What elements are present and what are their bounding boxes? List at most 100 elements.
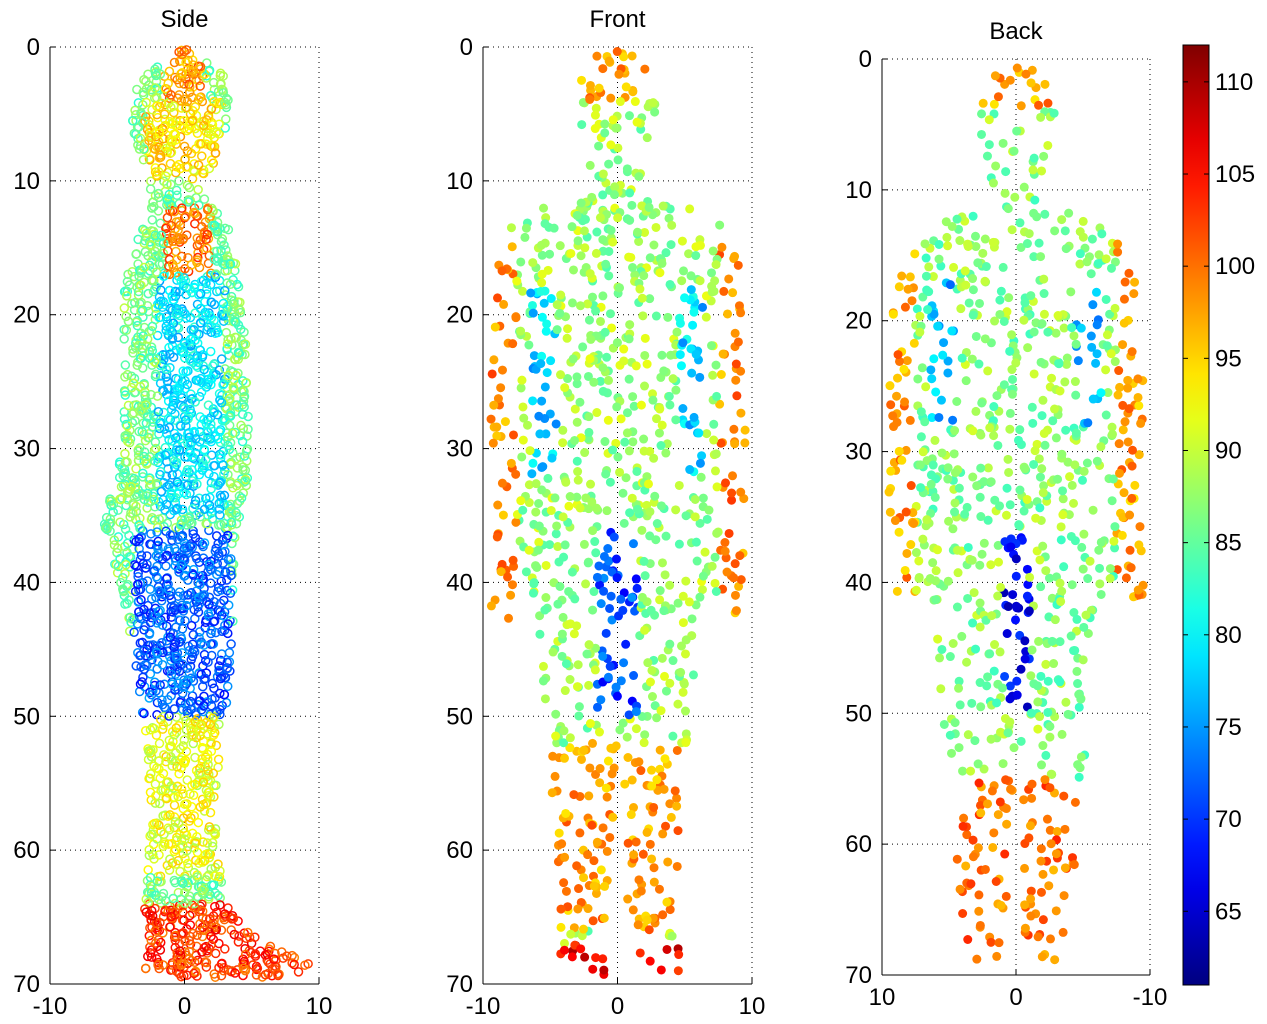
data-point bbox=[541, 560, 551, 570]
data-point bbox=[1106, 263, 1116, 273]
data-point bbox=[174, 176, 184, 186]
data-point bbox=[1011, 615, 1021, 625]
data-point bbox=[627, 493, 637, 503]
data-point bbox=[183, 197, 194, 207]
data-point bbox=[637, 525, 647, 535]
data-point bbox=[906, 540, 916, 550]
data-point bbox=[664, 213, 674, 223]
data-point bbox=[190, 966, 201, 977]
data-point bbox=[620, 779, 630, 789]
data-point bbox=[1061, 697, 1071, 707]
data-point bbox=[911, 585, 921, 595]
data-point bbox=[586, 334, 596, 344]
data-point bbox=[950, 498, 960, 508]
data-point bbox=[522, 420, 532, 430]
data-point bbox=[518, 286, 528, 296]
data-point bbox=[540, 382, 550, 392]
data-point bbox=[155, 378, 166, 389]
colorbar-tick-label: 105 bbox=[1215, 161, 1255, 188]
data-point bbox=[248, 960, 258, 970]
data-point bbox=[698, 302, 708, 312]
data-point bbox=[537, 278, 547, 288]
data-point bbox=[185, 439, 195, 449]
data-point bbox=[648, 395, 658, 405]
data-point bbox=[559, 552, 569, 562]
data-point bbox=[182, 705, 192, 716]
data-point bbox=[205, 559, 215, 570]
data-point bbox=[649, 877, 659, 887]
data-point bbox=[188, 325, 199, 335]
x-tick-label: 0 bbox=[1009, 984, 1022, 1011]
data-point bbox=[1045, 721, 1055, 731]
data-point bbox=[1056, 535, 1066, 545]
data-point bbox=[196, 881, 207, 891]
data-point bbox=[591, 503, 601, 513]
data-point bbox=[964, 298, 974, 308]
data-point bbox=[155, 69, 166, 79]
data-point bbox=[155, 418, 165, 429]
data-point bbox=[106, 500, 117, 511]
data-point bbox=[171, 445, 182, 455]
data-point bbox=[166, 911, 176, 922]
data-point bbox=[145, 923, 155, 933]
data-point bbox=[207, 694, 217, 704]
data-point bbox=[194, 376, 204, 386]
data-point bbox=[594, 727, 604, 737]
data-point bbox=[963, 542, 973, 552]
data-point bbox=[572, 456, 582, 466]
data-point bbox=[1010, 192, 1020, 202]
data-point bbox=[540, 694, 550, 704]
data-point bbox=[217, 309, 227, 320]
data-point bbox=[156, 486, 167, 497]
data-point bbox=[160, 350, 171, 360]
data-point bbox=[214, 119, 224, 129]
data-point bbox=[983, 799, 993, 809]
colorbar-tick-label: 75 bbox=[1215, 714, 1242, 741]
data-point bbox=[591, 548, 601, 558]
data-point bbox=[190, 335, 200, 346]
data-point bbox=[1020, 464, 1030, 474]
data-point bbox=[211, 780, 221, 791]
data-point bbox=[135, 133, 146, 144]
data-point bbox=[657, 653, 667, 663]
data-point bbox=[189, 811, 200, 821]
data-point bbox=[1059, 562, 1069, 572]
data-point bbox=[736, 487, 746, 497]
data-point bbox=[153, 188, 164, 199]
data-point bbox=[601, 469, 611, 479]
data-point bbox=[640, 381, 650, 391]
data-point bbox=[226, 565, 237, 575]
data-point bbox=[222, 657, 232, 668]
data-point bbox=[938, 350, 948, 360]
data-point bbox=[131, 249, 142, 259]
data-point bbox=[524, 480, 534, 490]
data-point bbox=[222, 344, 232, 355]
data-point bbox=[520, 232, 530, 242]
data-point bbox=[180, 154, 190, 164]
data-point bbox=[668, 374, 678, 384]
data-point bbox=[577, 754, 587, 764]
data-point bbox=[1101, 254, 1111, 264]
data-point bbox=[952, 545, 962, 555]
data-point bbox=[1002, 819, 1012, 829]
data-point bbox=[884, 487, 894, 497]
data-point bbox=[999, 316, 1009, 326]
data-point bbox=[204, 500, 215, 510]
data-point bbox=[966, 766, 976, 776]
data-point bbox=[975, 560, 985, 570]
data-point bbox=[227, 428, 238, 439]
y-tick-label: 30 bbox=[446, 436, 473, 463]
data-point bbox=[613, 155, 623, 165]
data-point bbox=[490, 322, 500, 332]
data-point bbox=[634, 757, 644, 767]
data-point bbox=[205, 279, 216, 290]
data-point bbox=[666, 812, 676, 822]
data-point bbox=[590, 537, 600, 547]
data-point bbox=[187, 115, 198, 126]
data-point bbox=[517, 452, 527, 462]
data-point bbox=[900, 397, 910, 407]
data-point bbox=[180, 514, 190, 524]
data-point bbox=[629, 401, 639, 411]
data-point bbox=[560, 383, 570, 393]
data-point bbox=[665, 580, 675, 590]
